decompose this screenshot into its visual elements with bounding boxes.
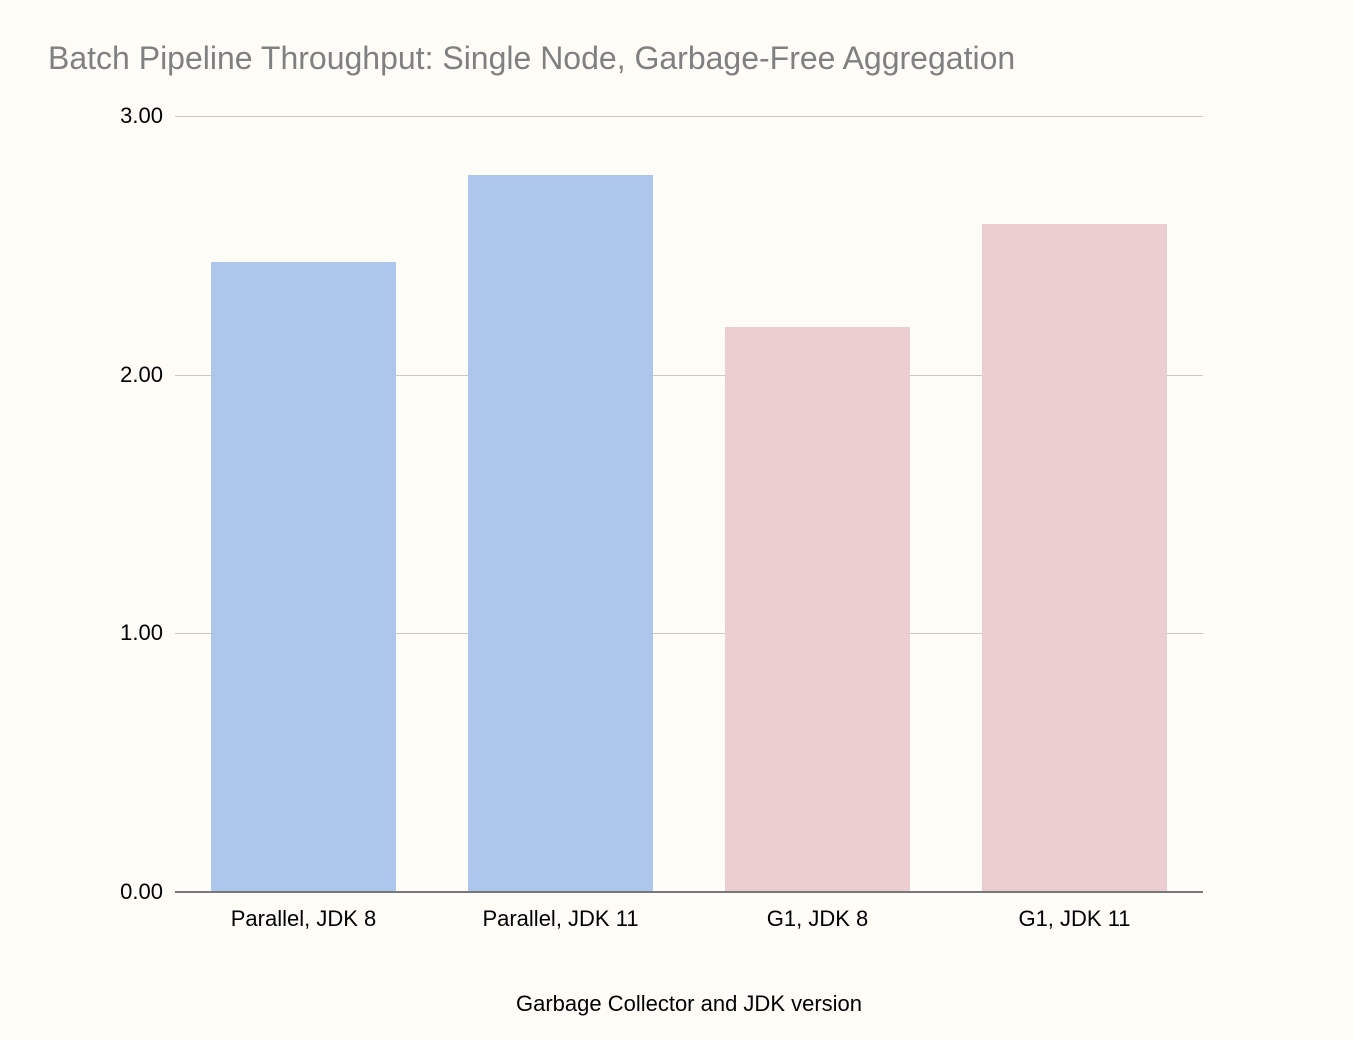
y-tick-label: 2.00 [120, 362, 163, 388]
gridline [175, 116, 1203, 117]
x-tick-label: Parallel, JDK 11 [482, 906, 638, 932]
y-tick-label: 3.00 [120, 103, 163, 129]
chart-title: Batch Pipeline Throughput: Single Node, … [48, 40, 1015, 77]
x-tick-label: G1, JDK 8 [767, 906, 868, 932]
y-tick-label: 0.00 [120, 879, 163, 905]
bar [468, 175, 653, 892]
bar [211, 262, 396, 891]
plot-area: 0.001.002.003.00 Million items per secon… [175, 116, 1203, 892]
bar [725, 327, 910, 891]
x-axis-label: Garbage Collector and JDK version [516, 991, 862, 1017]
x-axis-baseline [175, 891, 1203, 893]
x-tick-label: G1, JDK 11 [1018, 906, 1130, 932]
bar [982, 224, 1167, 891]
x-tick-label: Parallel, JDK 8 [231, 906, 377, 932]
y-tick-label: 1.00 [120, 620, 163, 646]
chart-container: Batch Pipeline Throughput: Single Node, … [0, 0, 1354, 1040]
